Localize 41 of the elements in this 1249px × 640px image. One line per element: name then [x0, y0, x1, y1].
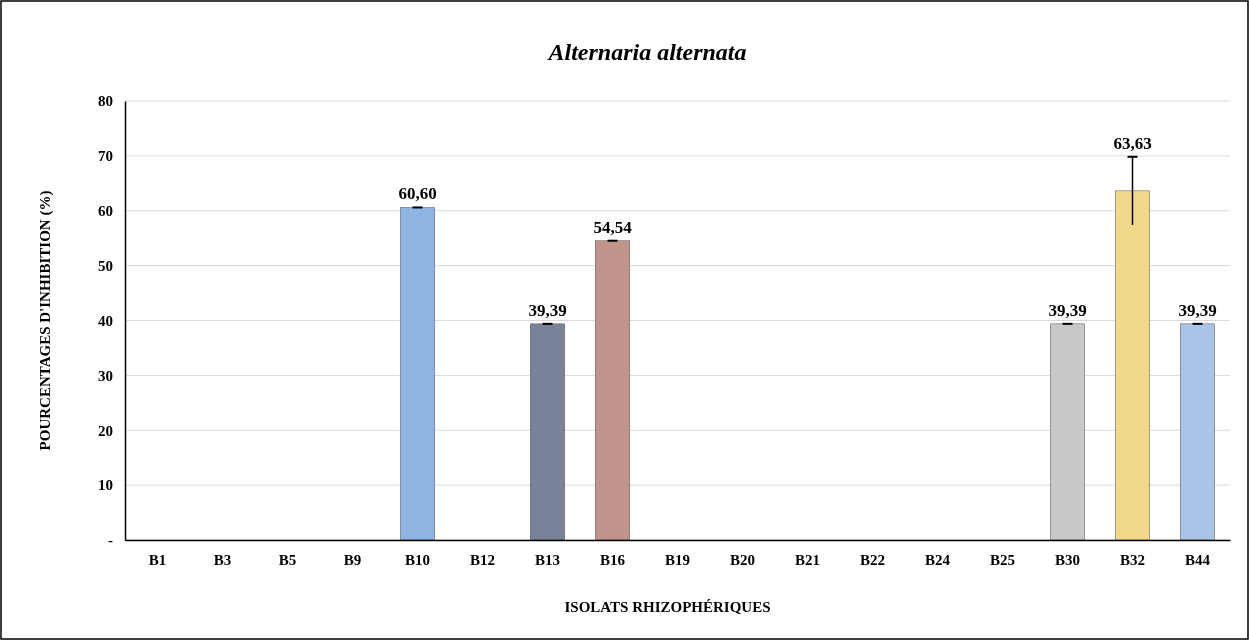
bar [530, 323, 565, 541]
x-tick-label: B19 [664, 551, 691, 568]
data-label: 63,63 [1113, 133, 1152, 153]
bar [1050, 323, 1085, 541]
y-tick-label: 60 [98, 203, 113, 220]
x-tick-label: B22 [859, 551, 886, 568]
y-tick-label: 30 [98, 367, 113, 384]
y-tick-label: 50 [98, 257, 113, 274]
x-tick-label: B10 [404, 551, 431, 568]
x-tick-label: B44 [1184, 551, 1211, 568]
x-tick-label: B32 [1119, 551, 1146, 568]
x-tick-label: B3 [213, 551, 232, 568]
bar [595, 240, 630, 541]
bar [1115, 190, 1150, 541]
data-label: 54,54 [593, 217, 633, 237]
x-tick-label: B13 [534, 551, 561, 568]
x-tick-label: B12 [469, 551, 496, 568]
x-tick-label: B9 [343, 551, 362, 568]
y-tick-label: 80 [98, 93, 113, 110]
data-label: 39,39 [1048, 300, 1087, 320]
x-tick-label: B20 [729, 551, 756, 568]
y-tick-label: - [108, 532, 113, 549]
x-axis-title: ISOLATS RHIZOPHÉRIQUES [564, 599, 771, 615]
y-tick-label: 40 [98, 312, 113, 329]
x-tick-label: B21 [794, 551, 821, 568]
bar [1180, 323, 1215, 541]
y-tick-label: 20 [98, 422, 113, 439]
y-tick-label: 10 [98, 477, 113, 494]
x-tick-label: B16 [599, 551, 626, 568]
x-tick-label: B24 [924, 551, 951, 568]
x-tick-label: B30 [1054, 551, 1081, 568]
bar [400, 207, 435, 541]
x-tick-label: B1 [148, 551, 167, 568]
y-tick-label: 70 [98, 148, 113, 165]
x-tick-label: B5 [278, 551, 297, 568]
data-label: 39,39 [1178, 300, 1217, 320]
x-tick-label: B25 [989, 551, 1016, 568]
chart-title: Alternaria alternata [546, 39, 747, 65]
data-label: 39,39 [528, 300, 567, 320]
y-axis-title: POURCENTAGES D'INHIBITION (%) [37, 190, 54, 451]
data-label: 60,60 [398, 184, 437, 204]
